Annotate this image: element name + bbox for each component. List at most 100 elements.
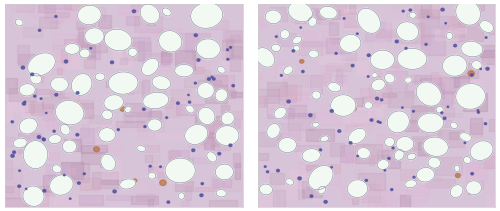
Bar [59,9,84,20]
Bar [269,63,288,77]
Circle shape [230,47,232,48]
Bar [78,27,84,44]
Bar [463,186,471,190]
Bar [470,118,482,134]
Bar [100,122,118,129]
Bar [390,3,416,10]
Bar [386,21,397,30]
Bar [354,169,362,181]
Ellipse shape [267,123,280,138]
Bar [58,178,66,197]
Ellipse shape [397,48,427,69]
Bar [230,55,239,71]
Bar [196,128,204,140]
Bar [344,108,370,122]
Ellipse shape [442,55,467,76]
Bar [95,139,122,155]
Ellipse shape [48,135,62,144]
Circle shape [471,173,474,175]
Ellipse shape [184,124,208,145]
Circle shape [232,85,234,87]
Bar [298,161,326,173]
Circle shape [478,111,480,113]
Circle shape [160,166,162,168]
Bar [116,121,143,127]
Bar [139,29,166,35]
Circle shape [441,8,444,11]
Ellipse shape [216,126,239,146]
Ellipse shape [256,48,274,67]
Bar [334,74,346,82]
Bar [358,173,384,190]
Ellipse shape [454,165,460,172]
Bar [40,56,64,70]
Ellipse shape [72,74,92,95]
Bar [43,106,56,120]
Bar [114,46,132,67]
Ellipse shape [165,158,195,183]
Ellipse shape [148,119,162,131]
Circle shape [380,122,381,123]
Bar [395,58,406,69]
Bar [268,104,278,113]
Bar [362,144,366,158]
Bar [472,66,496,81]
Circle shape [444,117,446,119]
Bar [386,58,407,64]
Bar [384,132,398,139]
Circle shape [308,114,312,117]
Bar [320,104,344,110]
Bar [8,101,26,111]
Circle shape [298,177,301,180]
Ellipse shape [436,106,443,113]
Bar [256,96,266,107]
Bar [81,45,96,57]
Bar [59,102,70,110]
Circle shape [24,101,26,103]
Ellipse shape [394,150,404,160]
Circle shape [34,95,36,97]
Bar [375,41,386,52]
Ellipse shape [78,5,101,25]
Bar [418,9,440,27]
Bar [448,28,466,34]
Bar [458,51,468,59]
Bar [220,122,225,141]
Bar [435,30,460,40]
Circle shape [132,10,136,13]
Circle shape [144,126,146,127]
Bar [376,29,396,37]
Bar [11,3,34,11]
Ellipse shape [152,76,171,90]
Bar [379,86,386,103]
Bar [22,27,42,37]
Bar [154,165,181,183]
Bar [52,45,70,61]
Bar [427,91,452,105]
Circle shape [468,191,471,194]
Bar [30,0,54,17]
Circle shape [55,94,58,96]
Circle shape [90,48,92,49]
Bar [44,175,58,192]
Ellipse shape [318,186,326,194]
Bar [32,102,42,115]
Bar [288,114,314,130]
Bar [222,91,235,95]
Bar [223,30,248,42]
Circle shape [188,101,190,103]
Bar [184,70,210,87]
Ellipse shape [293,46,300,51]
Bar [346,125,360,131]
Bar [290,170,306,188]
Circle shape [302,70,304,73]
Ellipse shape [104,95,124,110]
Bar [448,133,460,139]
Circle shape [392,147,394,149]
Bar [95,20,104,32]
Bar [452,18,464,37]
Ellipse shape [19,118,38,134]
Bar [254,193,274,208]
Bar [234,119,239,128]
Circle shape [142,108,145,110]
